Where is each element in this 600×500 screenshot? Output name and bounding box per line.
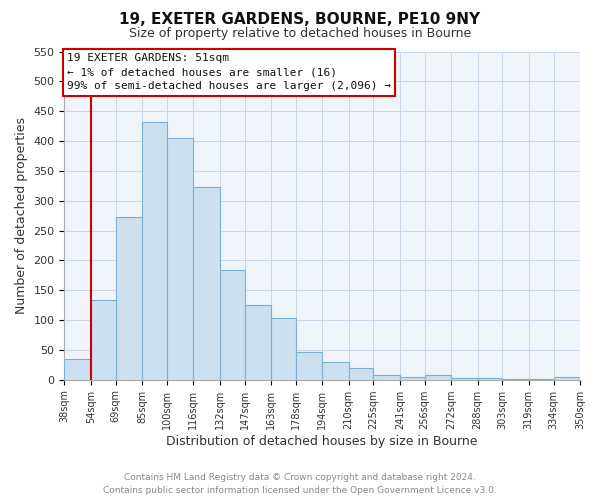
Bar — [116, 217, 142, 380]
Bar — [554, 376, 580, 380]
Bar — [425, 375, 451, 380]
Text: 19, EXETER GARDENS, BOURNE, PE10 9NY: 19, EXETER GARDENS, BOURNE, PE10 9NY — [119, 12, 481, 28]
Bar — [349, 368, 373, 380]
Bar — [296, 352, 322, 380]
Bar — [167, 138, 193, 380]
Text: Contains HM Land Registry data © Crown copyright and database right 2024.
Contai: Contains HM Land Registry data © Crown c… — [103, 473, 497, 495]
Bar — [529, 379, 554, 380]
Bar — [91, 300, 116, 380]
Bar — [322, 362, 349, 380]
Bar — [502, 378, 529, 380]
Bar — [245, 305, 271, 380]
Y-axis label: Number of detached properties: Number of detached properties — [15, 117, 28, 314]
Bar — [220, 270, 245, 380]
Bar — [193, 187, 220, 380]
Bar — [64, 359, 91, 380]
Bar — [271, 318, 296, 380]
Bar — [373, 375, 400, 380]
Bar — [478, 378, 502, 380]
Bar — [451, 378, 478, 380]
Text: 19 EXETER GARDENS: 51sqm
← 1% of detached houses are smaller (16)
99% of semi-de: 19 EXETER GARDENS: 51sqm ← 1% of detache… — [67, 53, 391, 91]
Bar — [400, 376, 425, 380]
Bar — [142, 122, 167, 380]
Text: Size of property relative to detached houses in Bourne: Size of property relative to detached ho… — [129, 28, 471, 40]
X-axis label: Distribution of detached houses by size in Bourne: Distribution of detached houses by size … — [166, 434, 478, 448]
